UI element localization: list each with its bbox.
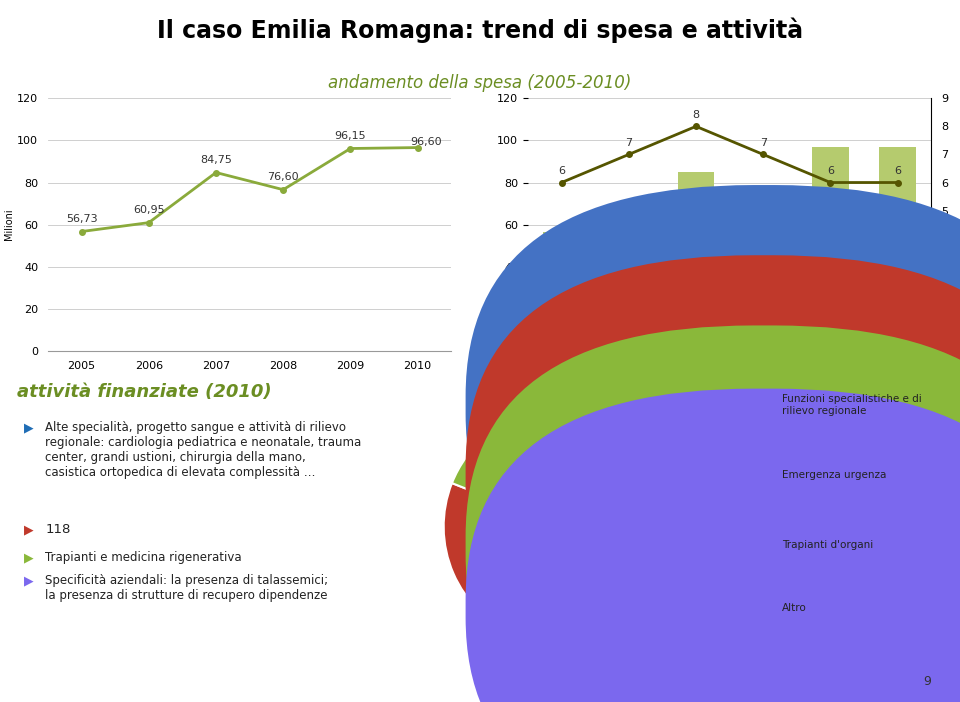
Text: 56%: 56% (616, 534, 650, 547)
Text: 8: 8 (692, 110, 700, 120)
Text: 6: 6 (894, 166, 901, 176)
Wedge shape (487, 409, 562, 526)
Bar (745, 189, 781, 351)
Text: 7: 7 (759, 138, 767, 148)
Text: attività finanziate (2010): attività finanziate (2010) (16, 383, 272, 401)
Text: 7: 7 (625, 138, 633, 148)
Text: Trapianti d'organi: Trapianti d'organi (782, 541, 874, 550)
Text: 25%: 25% (478, 548, 512, 562)
Text: Specificità aziendali: la presenza di talassemici;
la presenza di strutture di r: Specificità aziendali: la presenza di ta… (45, 574, 328, 602)
Text: 11%: 11% (520, 451, 554, 465)
Bar (879, 147, 916, 351)
Wedge shape (452, 436, 562, 526)
Text: ▶: ▶ (24, 421, 34, 435)
Wedge shape (518, 409, 680, 644)
Text: ▶: ▶ (24, 551, 34, 564)
Text: Emergenza urgenza: Emergenza urgenza (782, 470, 887, 480)
Bar (543, 232, 580, 351)
Text: 96,15: 96,15 (335, 131, 366, 141)
Bar (611, 223, 647, 351)
Text: 60,95: 60,95 (133, 205, 164, 215)
Legend: risorse FnT, n. funzioni: risorse FnT, n. funzioni (551, 402, 747, 421)
Text: 8%: 8% (491, 477, 515, 491)
Text: 6: 6 (827, 166, 834, 176)
Text: Funzioni specialistiche e di
rilievo regionale: Funzioni specialistiche e di rilievo reg… (782, 394, 923, 416)
Text: Alte specialità, progetto sangue e attività di rilievo
regionale: cardiologia pe: Alte specialità, progetto sangue e attiv… (45, 421, 361, 479)
Text: 84,75: 84,75 (200, 155, 232, 165)
Bar (678, 172, 714, 351)
Text: 9: 9 (924, 675, 931, 688)
Text: 96,60: 96,60 (410, 137, 442, 147)
Bar (812, 147, 849, 351)
Text: ▶: ▶ (24, 574, 34, 588)
Wedge shape (444, 483, 562, 636)
Text: 56,73: 56,73 (66, 214, 97, 224)
Text: 76,60: 76,60 (268, 172, 299, 182)
Text: Il caso Emilia Romagna: trend di spesa e attività: Il caso Emilia Romagna: trend di spesa e… (156, 18, 804, 43)
Text: andamento della spesa (2005-2010): andamento della spesa (2005-2010) (328, 74, 632, 92)
Y-axis label: Milioni: Milioni (5, 208, 14, 241)
Text: Trapianti e medicina rigenerativa: Trapianti e medicina rigenerativa (45, 551, 242, 564)
Text: 6: 6 (558, 166, 565, 176)
Text: Altro: Altro (782, 604, 807, 614)
Text: 118: 118 (45, 523, 70, 536)
Text: ▶: ▶ (24, 523, 34, 536)
